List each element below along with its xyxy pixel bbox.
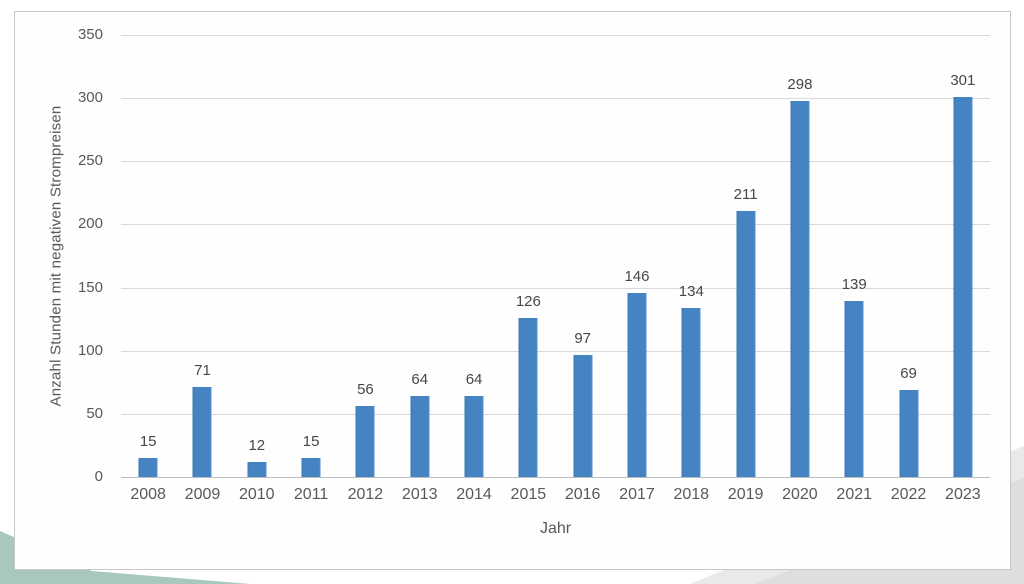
x-tick-label-2010: 2010: [238, 486, 275, 503]
bar-group-2010: 12 2010: [230, 35, 284, 503]
bar-group-2009: 71 2009: [175, 35, 229, 503]
x-tick-label-2009: 2009: [184, 486, 221, 503]
x-axis-title: Jahr: [539, 520, 572, 537]
data-label-2016: 97: [574, 329, 591, 347]
bar-2016: [573, 354, 593, 477]
data-label-2008: 15: [139, 433, 157, 451]
data-label-2009: 71: [194, 362, 211, 380]
bar-2015: [518, 317, 538, 477]
gridline-250: [121, 161, 990, 163]
bar-2023: [953, 96, 973, 477]
bar-2009: [192, 387, 212, 477]
data-label-2010: 12: [248, 436, 266, 454]
data-label-2020: 298: [787, 75, 813, 93]
data-label-2018: 134: [678, 282, 704, 300]
x-tick-label-2012: 2012: [347, 486, 384, 503]
bar-2020: [790, 100, 810, 477]
x-tick-label-2017: 2017: [619, 486, 655, 503]
x-tick-label-2020: 2020: [782, 486, 818, 503]
bar-group-2017: 146 2017: [610, 35, 664, 503]
y-tick-label-50: 50: [86, 404, 103, 422]
y-tick-label-100: 100: [77, 341, 103, 359]
bar-group-2015: 126 2015: [501, 35, 555, 503]
x-tick-label-2023: 2023: [945, 486, 981, 503]
bar-2018: [681, 307, 701, 477]
bar-2008: [138, 458, 158, 477]
x-tick-label-2019: 2019: [727, 486, 764, 503]
bar-2013: [410, 396, 430, 477]
gridline-50: [121, 413, 990, 415]
x-tick-label-2022: 2022: [890, 486, 927, 503]
data-label-2012: 56: [357, 381, 374, 399]
bar-2019: [736, 210, 756, 477]
gridline-300: [121, 98, 990, 100]
bar-2014: [464, 396, 484, 477]
bar-group-2013: 64 2013: [393, 35, 447, 503]
data-label-2014: 64: [465, 371, 483, 389]
bar-group-2008: 15 2008: [121, 35, 175, 503]
data-label-2023: 301: [950, 71, 976, 89]
bar-group-2019: 211 2019: [718, 35, 772, 503]
x-tick-label-2014: 2014: [456, 486, 492, 503]
gridline-100: [121, 350, 990, 352]
gridline-350: [121, 35, 990, 36]
data-label-2019: 211: [733, 185, 758, 203]
y-tick-label-300: 300: [77, 89, 103, 107]
x-tick-label-2015: 2015: [510, 486, 547, 503]
data-label-2022: 69: [900, 364, 917, 382]
y-tick-label-200: 200: [77, 215, 103, 233]
bar-group-2018: 134 2018: [664, 35, 718, 503]
data-label-2015: 126: [515, 292, 541, 310]
x-tick-label-2016: 2016: [564, 486, 601, 503]
data-label-2021: 139: [841, 276, 867, 294]
x-tick-label-2008: 2008: [130, 486, 166, 503]
y-tick-label-0: 0: [94, 468, 103, 485]
bar-2011: [301, 458, 321, 477]
x-tick-label-2018: 2018: [673, 486, 710, 503]
bar-2012: [355, 406, 375, 477]
gridline-0: [121, 477, 990, 478]
bar-group-2023: 301 2023: [936, 35, 990, 503]
y-tick-label-150: 150: [77, 278, 103, 296]
x-tick-label-2021: 2021: [836, 486, 873, 503]
bar-2017: [627, 292, 647, 477]
bar-group-2012: 56 2012: [338, 35, 392, 503]
y-tick-label-250: 250: [77, 152, 103, 170]
x-tick-label-2011: 2011: [293, 486, 329, 503]
y-tick-label-350: 350: [77, 26, 103, 43]
data-label-2013: 64: [411, 371, 429, 389]
bar-group-2021: 139 2021: [827, 35, 881, 503]
bar-group-2014: 64 2014: [447, 35, 501, 503]
bar-2021: [844, 301, 864, 477]
bar-2010: [247, 461, 267, 477]
bar-group-2011: 15 2011: [284, 35, 338, 503]
plot-area: 15 2008 71 2009 12 2010 15 2011 56 2012 64 2013 64 20…: [121, 35, 990, 503]
bar-2022: [899, 389, 919, 477]
bar-group-2016: 97 2016: [556, 35, 610, 503]
gridline-200: [121, 224, 990, 226]
data-label-2017: 146: [624, 267, 650, 285]
bar-group-2020: 298 2020: [773, 35, 827, 503]
x-tick-label-2013: 2013: [401, 486, 438, 503]
y-axis-tick-labels: 0 50 100 150 200 250 300 350: [40, 26, 103, 485]
data-label-2011: 15: [302, 433, 320, 451]
bar-group-2022: 69 2022: [881, 35, 935, 503]
gridline-150: [121, 287, 990, 289]
